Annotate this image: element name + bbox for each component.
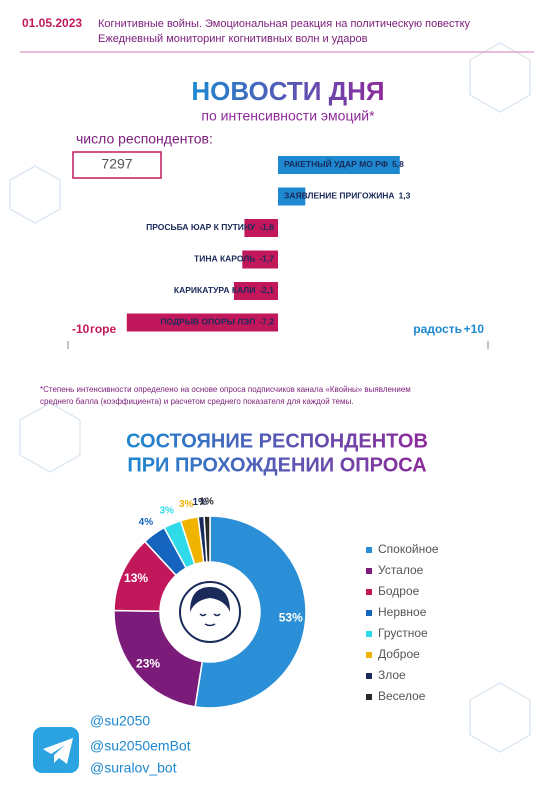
data-label: 1% [193, 497, 208, 508]
legend-marker [366, 610, 372, 616]
value-label: 5,8 [392, 159, 404, 169]
legend-marker [366, 631, 372, 637]
legend-label: Нервное [378, 605, 427, 619]
bar-label: ПРОСЬБА ЮАР К ПУТИНУ -1,6 [146, 222, 274, 232]
value-label: -7,2 [259, 317, 274, 327]
data-label: 13% [124, 571, 148, 585]
legend-marker [366, 547, 372, 553]
category-label: ТИНА КАРОЛЬ [194, 254, 255, 264]
legend-marker [366, 652, 372, 658]
value-label: -1,6 [259, 222, 274, 232]
bar-label: ЗАЯВЛЕНИЕ ПРИГОЖИНА 1,3 [284, 191, 411, 201]
axis-end-label: радость [413, 322, 462, 336]
bar [242, 250, 278, 269]
legend-label: Бодрое [378, 584, 420, 598]
bar-label: ПОДРЫВ ОПОРЫ ЛЭП -7,2 [160, 317, 274, 327]
handle: @suralov_bot [90, 760, 177, 776]
respondents-value: 7297 [101, 156, 132, 172]
bar-label: ТИНА КАРОЛЬ -1,7 [194, 254, 274, 264]
legend-marker [366, 589, 372, 595]
bar [244, 219, 278, 237]
footnote: среднего балла (коэффициента) и расчетом… [40, 397, 353, 406]
value-label: -2,1 [259, 285, 274, 295]
chart-subtitle: по интенсивности эмоций* [201, 108, 375, 124]
respondents-box [72, 151, 162, 179]
handle: @su2050 [90, 713, 150, 729]
data-label: 3% [179, 499, 194, 510]
bar-label: РАКЕТНЫЙ УДАР МО РФ 5,8 [284, 158, 404, 169]
value-label: -1,7 [259, 254, 274, 264]
x-tick-label: +10 [464, 322, 485, 336]
value-label: 1,3 [399, 191, 411, 201]
legend-label: Спокойное [378, 542, 439, 556]
legend-label: Усталое [378, 563, 424, 577]
bar-label: КАРИКАТУРА КАЛИ -2,1 [174, 285, 274, 295]
legend-label: Злое [378, 668, 406, 682]
legend-marker [366, 568, 372, 574]
x-tick-label: -10 [72, 322, 90, 336]
category-label: ПОДРЫВ ОПОРЫ ЛЭП [160, 317, 255, 327]
handle: @su2050emBot [90, 738, 191, 754]
donut-segment [203, 515, 211, 563]
legend-marker [366, 694, 372, 700]
category-label: ПРОСЬБА ЮАР К ПУТИНУ [146, 222, 256, 232]
bar [278, 156, 400, 174]
data-label: 3% [159, 506, 174, 517]
donut-segment [194, 515, 307, 709]
date: 01.05.2023 [22, 16, 82, 30]
bar [278, 187, 306, 206]
data-label: 23% [136, 656, 160, 670]
chart-title: НОВОСТИ ДНЯ [191, 76, 384, 106]
legend-marker [366, 673, 372, 679]
footnote: *Степень интенсивности определено на осн… [40, 385, 411, 394]
header-line: Ежедневный мониторинг когнитивных волн и… [98, 33, 368, 45]
category-label: ЗАЯВЛЕНИЕ ПРИГОЖИНА [284, 191, 395, 201]
chart-title: ПРИ ПРОХОЖДЕНИИ ОПРОСА [127, 454, 426, 476]
category-label: КАРИКАТУРА КАЛИ [174, 285, 255, 295]
header-line: Когнитивные войны. Эмоциональная реакция… [98, 18, 471, 30]
data-label: 53% [279, 610, 303, 624]
data-label: 1% [199, 497, 214, 508]
face-icon [179, 581, 241, 643]
category-label: РАКЕТНЫЙ УДАР МО РФ [284, 158, 388, 169]
legend-label: Веселое [378, 689, 426, 703]
bar [126, 313, 278, 332]
legend-label: Грустное [378, 626, 428, 640]
background-decor [9, 42, 531, 753]
data-label: 4% [139, 517, 154, 528]
legend-label: Доброе [378, 647, 420, 661]
bar [233, 282, 278, 300]
respondents-label: число респондентов: [76, 131, 213, 147]
telegram-icon[interactable] [33, 727, 79, 773]
axis-end-label: горе [90, 322, 117, 336]
chart-title: СОСТОЯНИЕ РЕСПОНДЕНТОВ [126, 430, 428, 452]
